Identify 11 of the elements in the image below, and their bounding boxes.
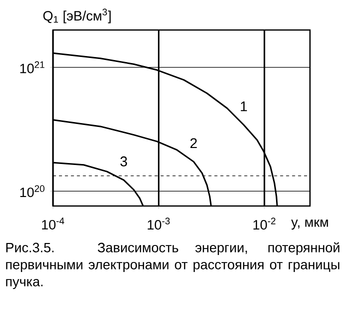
text: Рис.3.5. Зависимость энергии, потерянной первичными электронами от расстояния от границы пучка. (6, 242, 340, 290)
y-tick-label: 10$^{20}$ (20, 185, 44, 198)
x-axis-title: y, мкм (291, 220, 328, 230)
x-tick-label: 10$^{-4}$ (42, 218, 64, 230)
x-tick-label: 10$^{-2}$ (253, 218, 276, 230)
x-tick-label: 10$^{-3}$ (148, 218, 170, 230)
y-axis-title: Q$_{1}$ [эВ/см$^{3}$] (43, 8, 111, 24)
y-tick-label: 10$^{21}$ (20, 61, 44, 74)
series-label: 2 (190, 138, 197, 148)
series-label: 3 (120, 156, 128, 166)
series-label: 1 (240, 102, 247, 112)
